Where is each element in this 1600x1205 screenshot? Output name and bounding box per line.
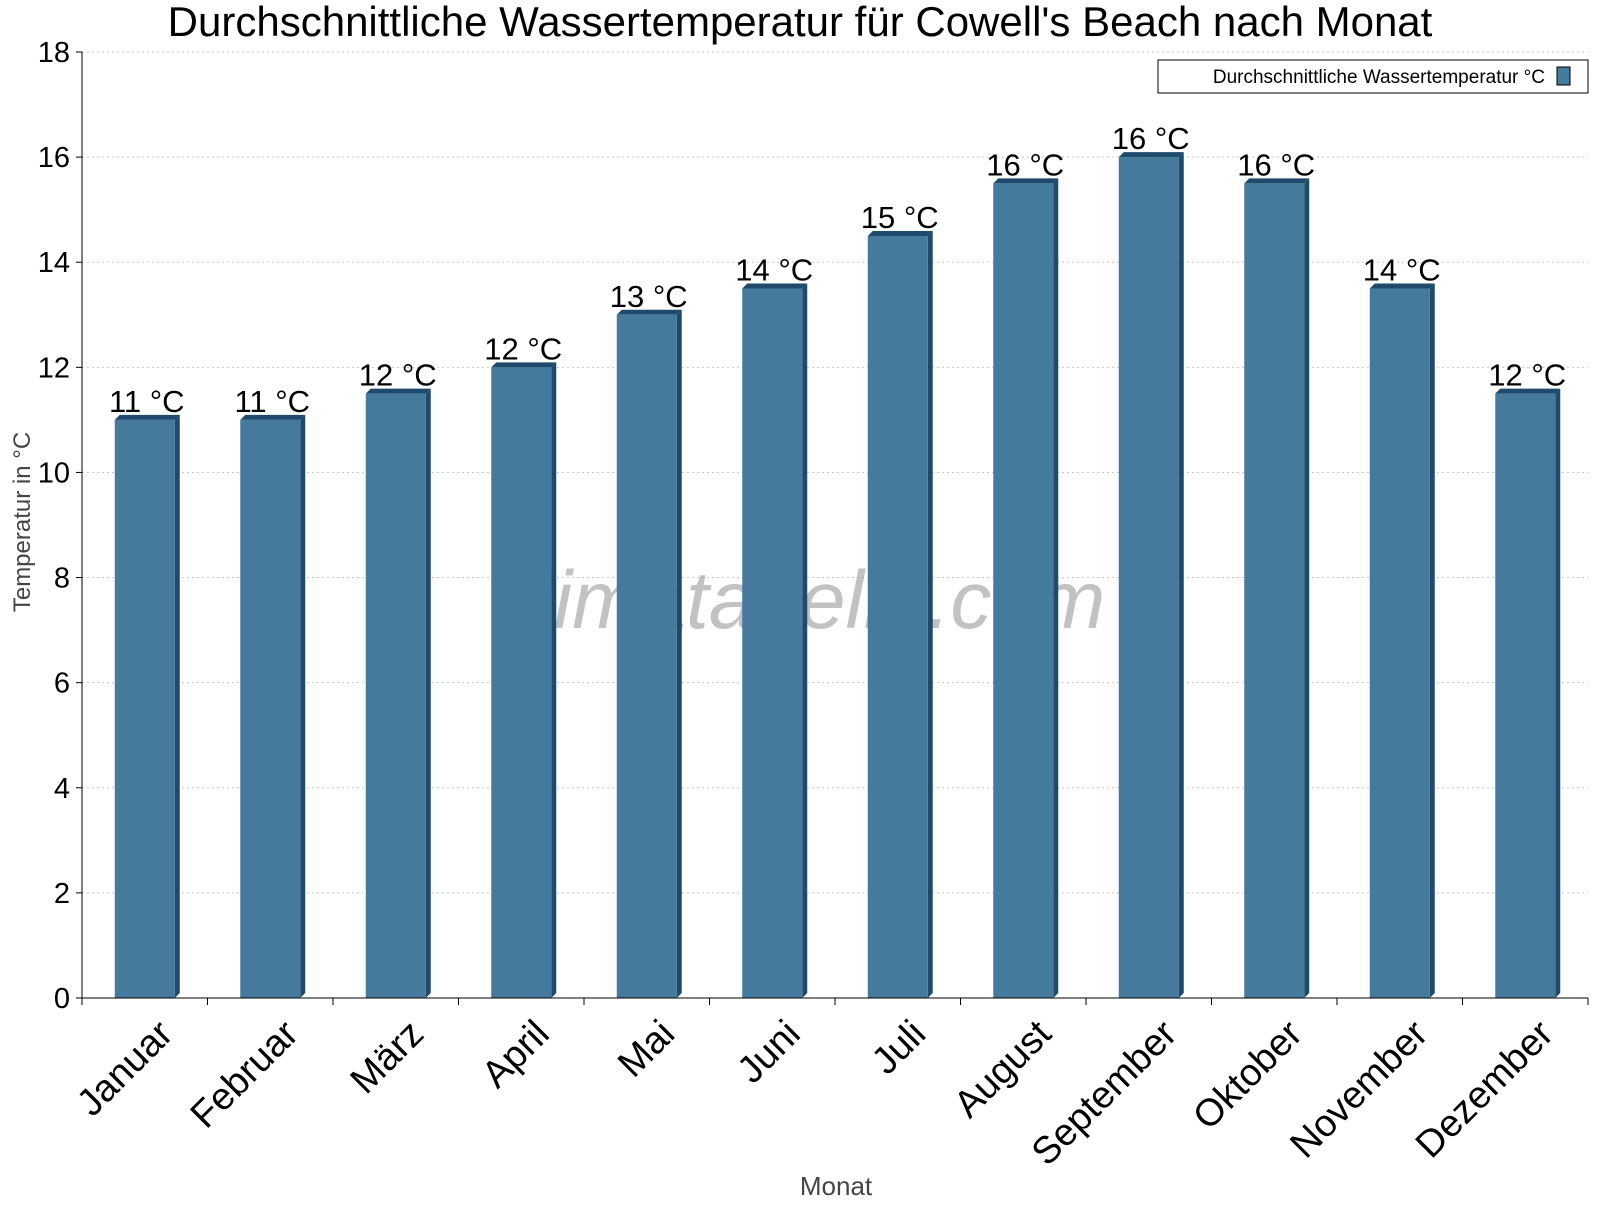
bar-top bbox=[1244, 178, 1310, 184]
bar-side bbox=[1304, 178, 1310, 998]
bar-front bbox=[1369, 288, 1430, 998]
y-tick-label: 14 bbox=[38, 247, 70, 279]
bar-front bbox=[616, 314, 677, 998]
bar-side bbox=[174, 414, 180, 998]
y-tick-label: 4 bbox=[54, 773, 70, 805]
bar-value-label: 14 °C bbox=[1363, 253, 1441, 288]
bar-side bbox=[1429, 283, 1435, 998]
y-tick-label: 6 bbox=[54, 668, 70, 700]
bar-side bbox=[676, 309, 682, 998]
bar-value-label: 12 °C bbox=[359, 358, 437, 393]
bar-side bbox=[802, 283, 808, 998]
y-tick-label: 2 bbox=[54, 878, 70, 910]
bar-side bbox=[425, 388, 431, 999]
bar bbox=[1369, 283, 1435, 998]
bar-top bbox=[1495, 388, 1561, 394]
x-tick-label: Juni bbox=[730, 1013, 809, 1092]
y-tick-label: 18 bbox=[38, 37, 70, 69]
bar-top bbox=[742, 283, 808, 289]
y-tick-label: 8 bbox=[54, 563, 70, 595]
bar-front bbox=[240, 419, 301, 998]
bar bbox=[114, 414, 180, 998]
x-tick-label: März bbox=[343, 1013, 432, 1102]
bar bbox=[1495, 388, 1561, 999]
bar-value-label: 14 °C bbox=[735, 253, 813, 288]
legend-swatch bbox=[1556, 66, 1571, 86]
legend: Durchschnittliche Wassertemperatur °C bbox=[1157, 59, 1589, 94]
bar-front bbox=[1495, 393, 1556, 999]
legend-box bbox=[1157, 59, 1589, 94]
x-tick-label: Dezember bbox=[1408, 1012, 1562, 1166]
bar-value-label: 11 °C bbox=[109, 384, 185, 419]
bar-side bbox=[1555, 388, 1561, 999]
x-tick-label: Januar bbox=[69, 1012, 181, 1124]
bar-front bbox=[1118, 157, 1179, 999]
bar-value-label: 11 °C bbox=[234, 384, 310, 419]
bar-side bbox=[551, 362, 557, 998]
x-tick-label: Oktober bbox=[1185, 1012, 1311, 1138]
y-tick-label: 10 bbox=[38, 457, 70, 489]
bar-side bbox=[300, 414, 306, 998]
bar-side bbox=[1053, 178, 1059, 998]
bar bbox=[491, 362, 557, 998]
y-tick-label: 0 bbox=[54, 983, 70, 1015]
bar-front bbox=[742, 288, 803, 998]
y-axis-title: Temperatur in °C bbox=[9, 432, 36, 612]
bar-top bbox=[993, 178, 1059, 184]
bar-top bbox=[867, 230, 933, 236]
bar bbox=[867, 230, 933, 998]
bar bbox=[240, 414, 306, 998]
bar-top bbox=[491, 362, 557, 368]
bar-front bbox=[867, 235, 928, 998]
x-tick-label: Mai bbox=[610, 1013, 683, 1086]
bar-value-label: 16 °C bbox=[1237, 147, 1315, 182]
bar-value-label: 16 °C bbox=[1112, 121, 1190, 156]
axes: 0 2 4 6 8 10 12 14 16 18 bbox=[38, 37, 1589, 1015]
bar bbox=[1244, 178, 1310, 998]
grid-lines bbox=[82, 51, 1588, 894]
bar-value-label: 16 °C bbox=[986, 147, 1064, 182]
bar-front bbox=[114, 419, 175, 998]
bar-front bbox=[491, 367, 552, 998]
bars bbox=[114, 152, 1561, 999]
y-tick-label: 12 bbox=[38, 352, 70, 384]
bar bbox=[742, 283, 808, 998]
bar-value-label: 15 °C bbox=[861, 200, 939, 235]
bar-top bbox=[240, 414, 306, 420]
bar-value-label: 13 °C bbox=[610, 279, 688, 314]
bar-top bbox=[365, 388, 431, 394]
bar-top bbox=[616, 309, 682, 315]
x-axis-title: Monat bbox=[800, 1171, 873, 1200]
bar-front bbox=[1244, 183, 1305, 998]
bar-side bbox=[1178, 152, 1184, 999]
bar-top bbox=[1369, 283, 1435, 289]
bar-value-label: 12 °C bbox=[1488, 358, 1566, 393]
bar bbox=[993, 178, 1059, 998]
x-tick-label: Februar bbox=[183, 1012, 307, 1136]
x-tick-label: August bbox=[946, 1012, 1060, 1126]
y-tick-label: 16 bbox=[38, 142, 70, 174]
bar-value-label: 12 °C bbox=[484, 331, 562, 366]
x-tick-label: Juli bbox=[864, 1013, 934, 1083]
bar-top bbox=[114, 414, 180, 420]
bar-side bbox=[927, 230, 933, 998]
bar bbox=[616, 309, 682, 998]
chart-title: Durchschnittliche Wassertemperatur für C… bbox=[168, 0, 1433, 45]
bar-top bbox=[1118, 152, 1184, 158]
bar-front bbox=[365, 393, 426, 999]
legend-label: Durchschnittliche Wassertemperatur °C bbox=[1213, 67, 1545, 88]
x-tick-label: April bbox=[474, 1013, 557, 1096]
bar bbox=[1118, 152, 1184, 999]
bar-front bbox=[993, 183, 1054, 998]
bar bbox=[365, 388, 431, 999]
